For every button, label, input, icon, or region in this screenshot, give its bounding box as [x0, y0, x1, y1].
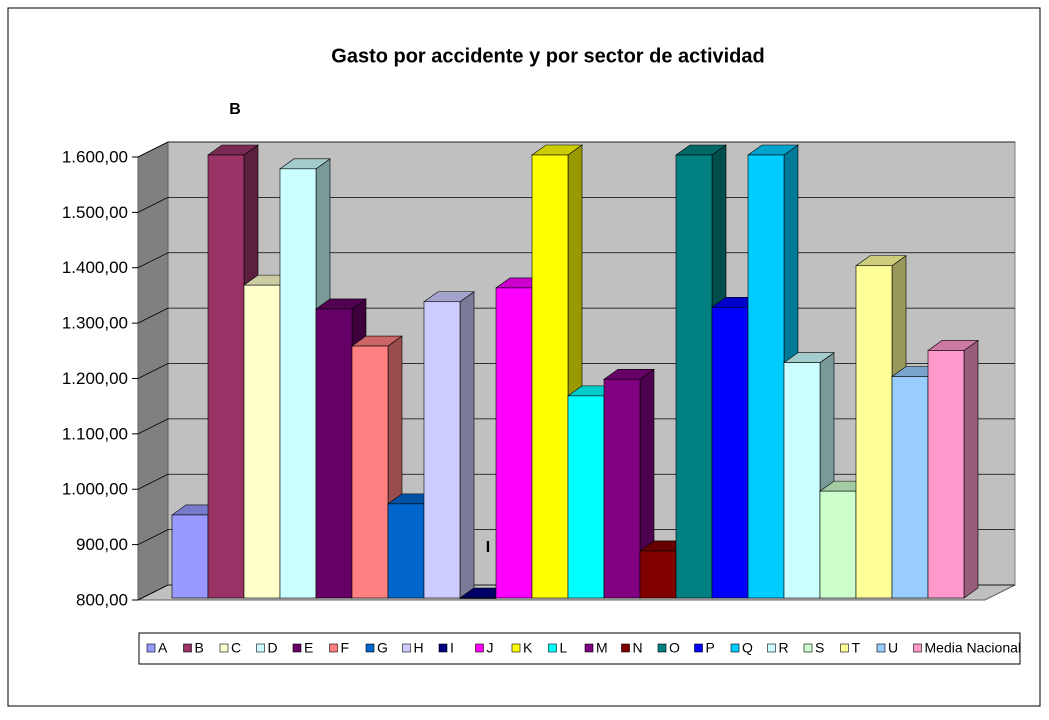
legend-label: J: [487, 640, 494, 656]
legend-label: R: [779, 640, 789, 656]
legend-label: B: [195, 640, 204, 656]
legend: A B C D E F G H I J K L M N O P Q R S T U Media Nacional: [146, 640, 1022, 656]
y-tick-label: 1.000,00: [62, 480, 128, 499]
bar: [531, 154, 569, 599]
legend-label: C: [231, 640, 241, 656]
legend-swatch: [511, 643, 521, 653]
legend-swatch: [694, 643, 703, 653]
y-tick-label: 1.300,00: [62, 314, 128, 333]
legend-swatch: [365, 643, 375, 653]
y-tick-label: 1.100,00: [62, 424, 128, 443]
y-tick-label: 1.600,00: [62, 147, 128, 166]
legend-label: D: [268, 640, 278, 656]
legend-swatch: [584, 643, 594, 653]
grid-line: [137, 197, 169, 213]
legend-swatch: [621, 643, 630, 653]
bar: [351, 345, 389, 599]
y-tick-label: 1.400,00: [62, 258, 128, 277]
grid-line: [137, 141, 169, 158]
bar: [639, 550, 677, 599]
y-tick-label: 1.500,00: [62, 203, 128, 222]
legend-swatch: [548, 643, 557, 653]
legend-swatch: [840, 643, 849, 653]
grid-line: [137, 363, 169, 379]
legend-label: Media Nacional: [925, 640, 1022, 656]
legend-swatch: [767, 643, 776, 653]
legend-swatch: [256, 643, 265, 653]
legend-label: S: [815, 640, 824, 656]
bar: [927, 350, 965, 599]
legend-swatch: [292, 643, 302, 653]
bar: [567, 395, 605, 599]
bar: [207, 154, 245, 599]
legend-swatch: [329, 643, 338, 653]
legend-label: F: [341, 640, 350, 656]
legend-label: Q: [742, 640, 753, 656]
legend-swatch: [657, 643, 667, 653]
bar: [495, 287, 533, 599]
legend-swatch: [803, 643, 813, 653]
bar: [279, 168, 317, 599]
legend-swatch: [402, 643, 411, 653]
grid-line: [137, 584, 169, 601]
annotation: B: [229, 101, 241, 118]
legend-swatch: [219, 643, 229, 653]
bar: [891, 376, 929, 599]
bar: [171, 514, 209, 599]
grid-line: [137, 307, 169, 324]
legend-swatch: [146, 643, 156, 653]
annotation: I: [486, 539, 490, 556]
bars: [171, 144, 979, 599]
chart-title: Gasto por accidente y por sector de acti…: [331, 45, 764, 67]
legend-label: E: [304, 640, 313, 656]
legend-swatch: [183, 643, 192, 653]
legend-label: L: [560, 640, 568, 656]
legend-label: K: [523, 640, 533, 656]
legend-swatch: [913, 643, 922, 653]
grid-line: [137, 529, 169, 545]
legend-label: U: [888, 640, 898, 656]
legend-swatch: [438, 643, 448, 653]
bar-side: [459, 291, 475, 599]
bar: [783, 362, 821, 599]
bar: [711, 306, 749, 599]
bar: [675, 154, 713, 599]
bar: [387, 503, 425, 599]
grid-line: [137, 473, 169, 490]
legend-label: M: [596, 640, 608, 656]
y-tick-label: 1.200,00: [62, 369, 128, 388]
y-tick-label: 900,00: [76, 535, 128, 554]
bar: [315, 308, 353, 599]
legend-label: I: [450, 640, 454, 656]
bar: [855, 265, 893, 599]
bar: [747, 154, 785, 599]
legend-label: G: [377, 640, 388, 656]
bar: [603, 378, 641, 599]
grid-line: [137, 418, 169, 435]
y-tick-label: 800,00: [76, 590, 128, 609]
bar: [819, 490, 857, 599]
bar: [423, 301, 461, 599]
legend-label: P: [706, 640, 715, 656]
bar: [459, 597, 497, 599]
legend-label: T: [852, 640, 861, 656]
bar-side: [963, 339, 979, 599]
legend-label: N: [633, 640, 643, 656]
legend-swatch: [730, 643, 740, 653]
legend-box: [138, 632, 1021, 665]
legend-label: H: [414, 640, 424, 656]
legend-swatch: [475, 643, 484, 653]
legend-label: O: [669, 640, 680, 656]
grid-line: [137, 252, 169, 269]
legend-label: A: [158, 640, 168, 656]
bar: [243, 284, 281, 599]
legend-swatch: [876, 643, 886, 653]
